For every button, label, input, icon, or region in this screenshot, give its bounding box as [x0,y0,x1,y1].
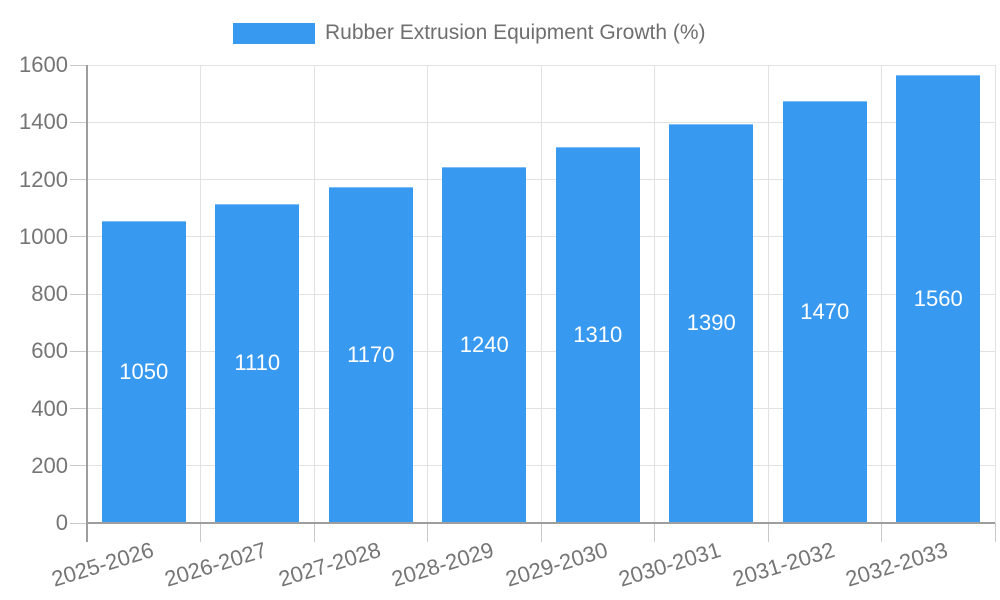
legend[interactable]: Rubber Extrusion Equipment Growth (%) [233,20,706,46]
bar[interactable]: 1310 [555,147,640,522]
y-axis-tick-label: 1200 [19,166,68,192]
y-axis-tick [70,236,87,238]
y-axis-tick [70,293,87,295]
y-axis-tick-label: 1600 [19,52,68,77]
y-axis-tick [70,408,87,409]
vertical-gridline [767,65,769,523]
x-axis-tick-label: 2026-2027 [161,537,270,592]
y-axis-tick-label: 400 [31,395,68,421]
bar-value-label: 1310 [573,321,623,347]
y-axis-tick [70,64,87,66]
bar-value-label: 1240 [459,331,509,357]
bar[interactable]: 1050 [101,221,186,522]
x-axis-tick [994,523,996,542]
x-axis-tick [881,523,882,542]
bar-value-label: 1110 [234,350,281,376]
bar[interactable]: 1240 [442,167,527,522]
legend-label: Rubber Extrusion Equipment Growth (%) [325,21,706,44]
vertical-gridline [200,65,201,523]
x-axis-tick [540,523,542,542]
y-axis-tick [70,350,87,352]
bar[interactable]: 1170 [328,187,413,522]
plot-area: 1050 1110 1170 1240 1310 1390 1470 1560 [70,64,996,542]
x-axis-tick [767,523,769,542]
bar[interactable]: 1110 [215,204,300,522]
y-axis-tick [70,121,87,123]
bar-value-label: 1050 [119,358,169,384]
bar[interactable]: 1560 [896,75,981,522]
vertical-gridline [427,65,428,523]
legend-swatch [233,22,315,44]
y-axis-tick-label: 800 [31,281,68,306]
x-axis-tick-label: 2028-2029 [388,537,497,592]
x-axis-tick-label: 2032-2033 [842,537,951,592]
y-axis-tick-label: 200 [31,452,68,478]
bar[interactable]: 1390 [669,124,754,522]
bar[interactable]: 1470 [782,101,867,522]
bar-value-label: 1390 [686,310,736,336]
vertical-gridline [994,65,996,523]
y-axis-tick [70,522,87,524]
x-axis-tick-label: 2029-2030 [502,537,611,592]
vertical-gridline [540,65,542,523]
vertical-gridline [654,65,655,523]
x-axis-tick [200,523,201,542]
x-axis-tick-label: 2031-2032 [729,537,838,592]
y-axis-tick [70,179,87,180]
bar-value-label: 1560 [913,285,963,311]
y-axis-line [86,65,88,542]
x-axis-tick-label: 2030-2031 [615,537,724,592]
y-axis-tick-label: 600 [31,338,68,364]
x-axis-tick [313,523,315,542]
bar-value-label: 1470 [800,298,850,324]
vertical-gridline [881,65,882,523]
y-axis-tick-label: 1000 [19,223,68,249]
y-axis-tick-label: 0 [55,510,68,535]
vertical-gridline [313,65,315,523]
x-axis-tick [654,523,655,542]
y-axis-tick [70,465,87,467]
x-axis-tick-label: 2025-2026 [48,537,157,592]
y-axis-tick-label: 1400 [19,109,68,135]
x-axis-line [87,522,995,524]
x-axis-tick [427,523,428,542]
bar-value-label: 1170 [347,341,395,367]
x-axis-tick-label: 2027-2028 [275,537,384,592]
